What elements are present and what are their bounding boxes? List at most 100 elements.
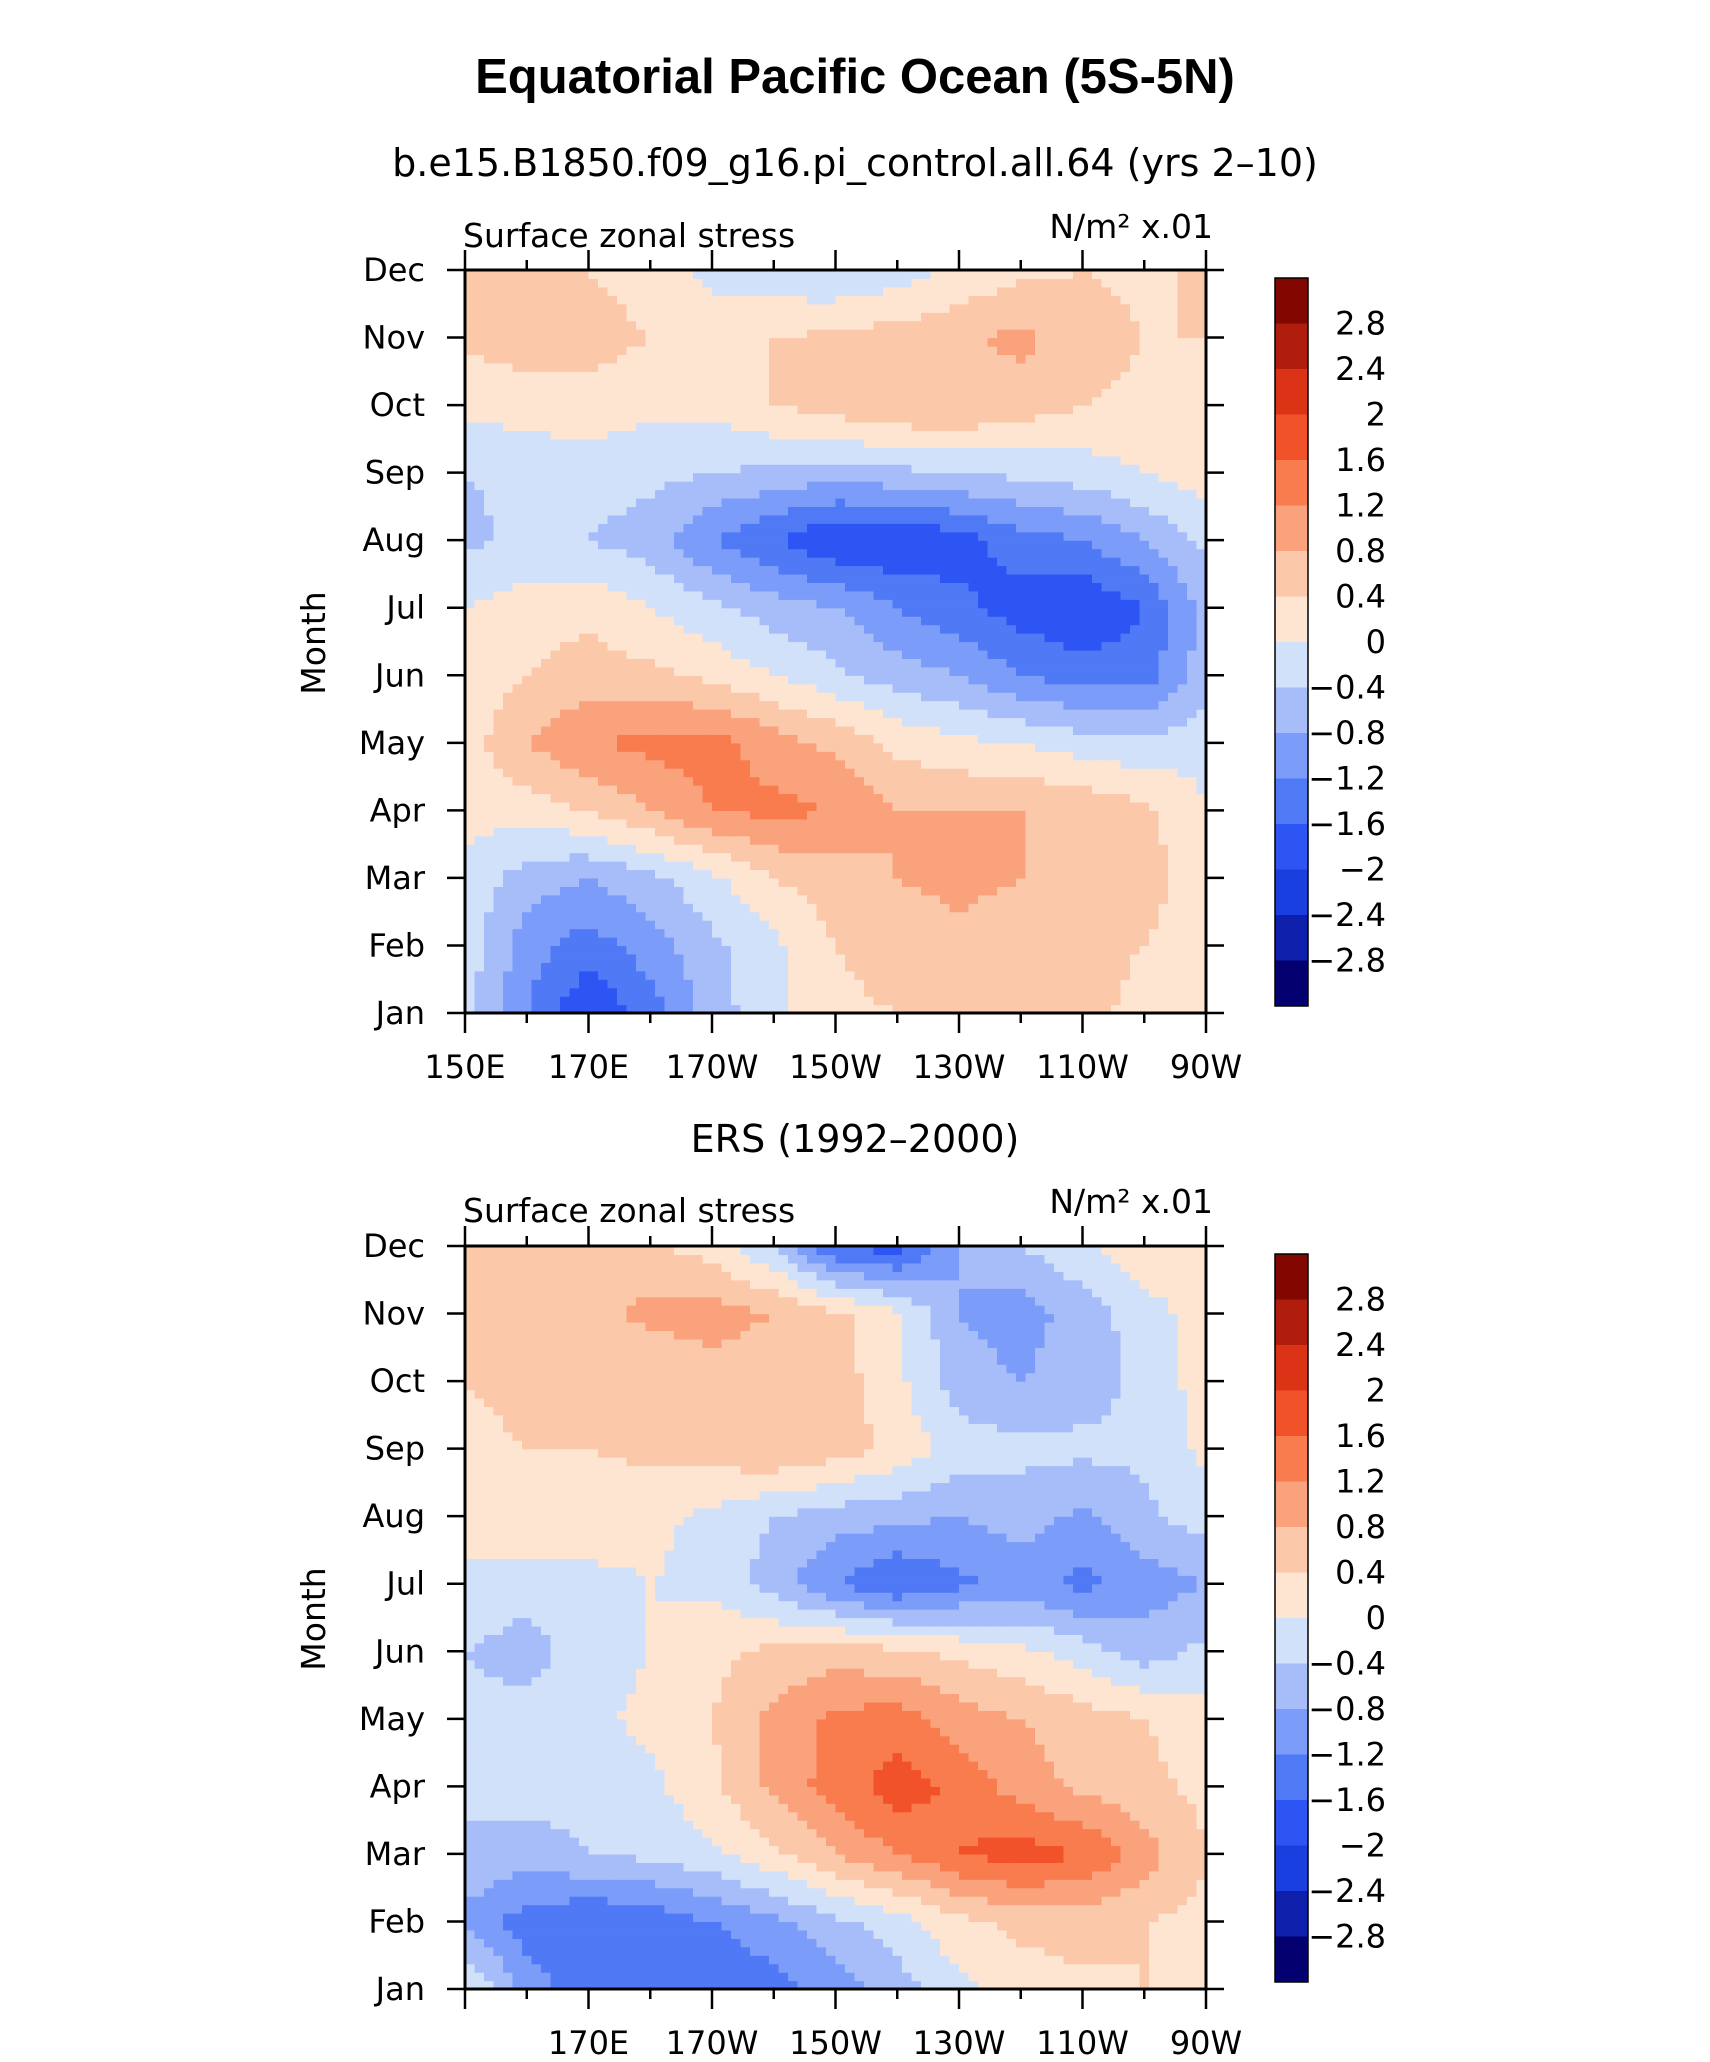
panel-model-heatmap-cell	[588, 692, 599, 702]
panel-model-heatmap-cell	[617, 810, 628, 820]
panel-model-heatmap-cell	[1073, 565, 1084, 575]
panel-model-heatmap-cell	[854, 531, 865, 541]
panel-model-heatmap-cell	[702, 599, 713, 609]
panel-model-heatmap-cell	[1158, 658, 1169, 668]
panel-model-heatmap-cell	[1035, 633, 1046, 643]
panel-model-heatmap-cell	[598, 987, 609, 997]
panel-model-heatmap-cell	[712, 953, 723, 963]
panel-model-heatmap-cell	[968, 835, 979, 845]
panel-model-heatmap-cell	[664, 920, 675, 930]
panel-model-heatmap-cell	[816, 692, 827, 702]
panel-model-heatmap-cell	[1101, 616, 1112, 626]
panel-model-heatmap-cell	[636, 658, 647, 668]
panel-model-heatmap-cell	[636, 565, 647, 575]
panel-model-heatmap-cell	[550, 742, 561, 752]
panel-model-heatmap-cell	[1025, 616, 1036, 626]
panel-model-heatmap-cell	[959, 903, 970, 913]
panel-model-heatmap-cell	[550, 666, 561, 676]
panel-model-heatmap-cell	[503, 675, 514, 685]
panel-model-heatmap-cell	[816, 599, 827, 609]
panel-model-heatmap-cell	[1168, 911, 1179, 921]
panel-model-heatmap-cell	[892, 920, 903, 930]
panel-model-heatmap-cell	[702, 835, 713, 845]
panel-model-heatmap-cell	[949, 557, 960, 567]
panel-model-heatmap-cell	[607, 776, 618, 786]
panel-model-heatmap-cell	[1158, 624, 1169, 634]
panel-model-heatmap-cell	[683, 624, 694, 634]
panel-model-heatmap-cell	[1035, 877, 1046, 887]
panel-model-heatmap-cell	[740, 979, 751, 989]
panel-model-heatmap-cell	[702, 709, 713, 719]
panel-model-heatmap-cell	[769, 523, 780, 533]
panel-model-heatmap-cell	[1130, 709, 1141, 719]
panel-model-heatmap-cell	[617, 700, 628, 710]
panel-model-heatmap-cell	[949, 953, 960, 963]
panel-model-heatmap-cell	[636, 996, 647, 1006]
panel-model-heatmap-cell	[1111, 903, 1122, 913]
panel-model-heatmap-cell	[607, 531, 618, 541]
panel-model-heatmap-cell	[1025, 582, 1036, 592]
panel-model-heatmap-cell	[664, 666, 675, 676]
panel-model-heatmap-cell	[883, 937, 894, 947]
panel-model-heatmap-cell	[484, 810, 495, 820]
panel-model-heatmap-cell	[750, 649, 761, 659]
panel-model-heatmap-cell	[531, 810, 542, 820]
panel-model-heatmap-cell	[1187, 649, 1198, 659]
panel-model-heatmap-cell	[1120, 709, 1131, 719]
panel-model-heatmap-cell	[987, 734, 998, 744]
panel-model-heatmap-cell	[531, 472, 542, 482]
panel-model-heatmap-cell	[636, 861, 647, 871]
panel-model-heatmap-cell	[1177, 548, 1188, 558]
panel-model-heatmap-cell	[1149, 937, 1160, 947]
panel-model-heatmap-cell	[693, 523, 704, 533]
panel-model-heatmap-cell	[968, 641, 979, 651]
panel-model-title: b.e15.B1850.f09_g16.pi_control.all.64 (y…	[392, 141, 1318, 185]
panel-model-heatmap-cell	[512, 987, 523, 997]
panel-model-heatmap-cell	[949, 523, 960, 533]
panel-model-heatmap-cell	[1177, 692, 1188, 702]
panel-model-heatmap-cell	[1082, 472, 1093, 482]
panel-model-heatmap-cell	[1187, 793, 1198, 803]
panel-model-heatmap-cell	[522, 861, 533, 871]
panel-model-heatmap-cell	[1130, 514, 1141, 524]
panel-model-heatmap-cell	[512, 514, 523, 524]
panel-model-heatmap-cell	[987, 759, 998, 769]
panel-model-heatmap-cell	[1006, 742, 1017, 752]
panel-model-heatmap-cell	[1092, 953, 1103, 963]
panel-model-heatmap-cell	[1082, 633, 1093, 643]
panel-model-heatmap-cell	[1082, 489, 1093, 499]
panel-model-heatmap-cell	[512, 573, 523, 583]
panel-model-heatmap-cell	[560, 869, 571, 879]
panel-model-heatmap-cell	[484, 590, 495, 600]
panel-model-heatmap-cell	[560, 548, 571, 558]
panel-model-heatmap-cell	[493, 658, 504, 668]
panel-model-heatmap-cell	[503, 514, 514, 524]
panel-model-heatmap-cell	[864, 666, 875, 676]
panel-model-heatmap-cell	[1168, 996, 1179, 1006]
panel-model-heatmap-cell	[645, 607, 656, 617]
panel-model-heatmap-cell	[1063, 793, 1074, 803]
panel-model-heatmap-cell	[1082, 894, 1093, 904]
panel-model-heatmap-cell	[883, 835, 894, 845]
panel-model-heatmap-cell	[968, 506, 979, 516]
panel-model-heatmap-cell	[750, 844, 761, 854]
panel-model-heatmap-cell	[522, 607, 533, 617]
panel-model-heatmap-cell	[664, 489, 675, 499]
panel-model-heatmap-cell	[778, 717, 789, 727]
panel-model-heatmap-cell	[1130, 624, 1141, 634]
panel-model-heatmap-cell	[1149, 633, 1160, 643]
panel-model-heatmap-cell	[522, 945, 533, 955]
panel-model-heatmap-cell	[1063, 692, 1074, 702]
panel-model-heatmap-cell	[1073, 481, 1084, 491]
panel-model-heatmap-cell	[949, 979, 960, 989]
panel-model-heatmap-cell	[1016, 734, 1027, 744]
panel-model-heatmap-cell	[1063, 810, 1074, 820]
panel-model-heatmap-cell	[826, 1004, 837, 1014]
panel-model-heatmap-cell	[588, 894, 599, 904]
panel-model-heatmap-cell	[693, 869, 704, 879]
panel-model-heatmap-cell	[949, 903, 960, 913]
panel-model-heatmap-cell	[484, 827, 495, 837]
panel-model-heatmap-cell	[693, 624, 704, 634]
panel-model-heatmap-cell	[1054, 649, 1065, 659]
panel-model-heatmap-cell	[550, 759, 561, 769]
